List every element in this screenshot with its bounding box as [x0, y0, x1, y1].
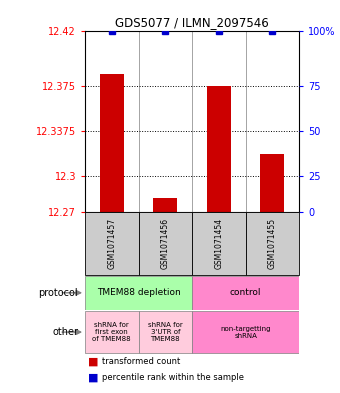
- Text: GSM1071454: GSM1071454: [215, 218, 223, 269]
- Text: control: control: [230, 288, 261, 297]
- Bar: [192, 212, 245, 275]
- Text: GSM1071455: GSM1071455: [268, 218, 277, 269]
- Text: GSM1071457: GSM1071457: [107, 218, 116, 269]
- Text: percentile rank within the sample: percentile rank within the sample: [102, 373, 244, 382]
- Text: ■: ■: [88, 372, 99, 382]
- Bar: [207, 86, 231, 212]
- Bar: [139, 212, 192, 275]
- Text: shRNA for
first exon
of TMEM88: shRNA for first exon of TMEM88: [92, 322, 131, 342]
- Text: GSM1071456: GSM1071456: [161, 218, 170, 269]
- Bar: [192, 311, 299, 353]
- Text: ■: ■: [88, 356, 99, 367]
- Bar: [153, 198, 177, 212]
- Bar: [139, 311, 192, 353]
- Text: TMEM88 depletion: TMEM88 depletion: [97, 288, 181, 297]
- Bar: [260, 154, 285, 212]
- Bar: [85, 276, 192, 310]
- Title: GDS5077 / ILMN_2097546: GDS5077 / ILMN_2097546: [115, 16, 269, 29]
- Text: other: other: [52, 327, 78, 337]
- Text: shRNA for
3'UTR of
TMEM88: shRNA for 3'UTR of TMEM88: [148, 322, 183, 342]
- Bar: [245, 212, 299, 275]
- Bar: [100, 73, 124, 212]
- Bar: [192, 276, 299, 310]
- Text: protocol: protocol: [38, 288, 78, 298]
- Text: non-targetting
shRNA: non-targetting shRNA: [220, 325, 271, 339]
- Bar: [85, 212, 139, 275]
- Bar: [85, 311, 139, 353]
- Text: transformed count: transformed count: [102, 357, 180, 366]
